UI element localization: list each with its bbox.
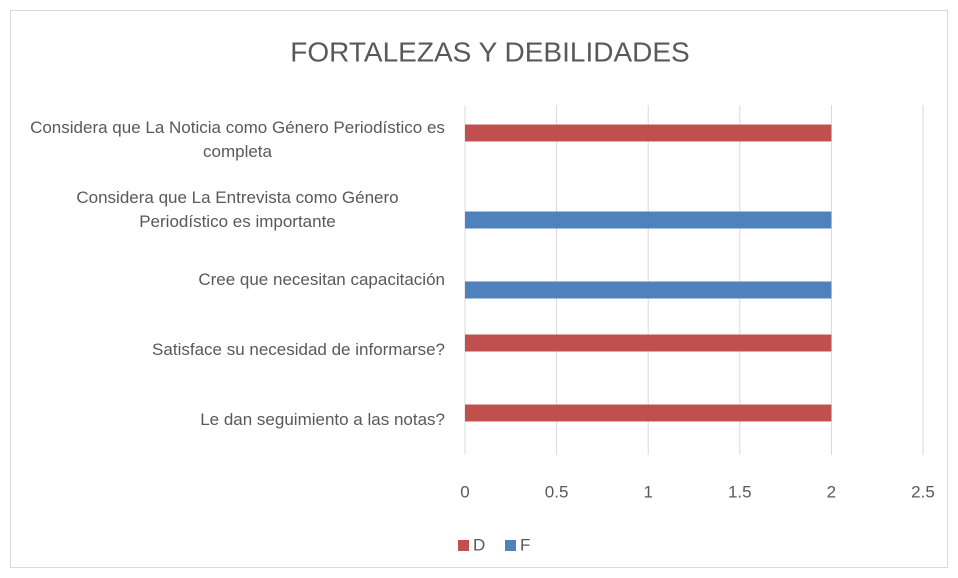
- x-tick-label: 0: [460, 482, 469, 501]
- legend-label: D: [473, 535, 485, 554]
- category-label-box: Considera que La Entrevista como Género …: [30, 186, 445, 234]
- bar: [465, 211, 832, 229]
- y-tick-label: Considera que La Noticia como Género Per…: [30, 118, 445, 161]
- y-tick-label: Considera que La Entrevista como Género …: [76, 188, 399, 231]
- y-tick-label: Cree que necesitan capacitación: [198, 270, 445, 289]
- bar: [465, 334, 832, 352]
- bar: [465, 281, 832, 299]
- category-label-box: Le dan seguimiento a las notas?: [200, 408, 445, 432]
- x-tick-label: 0.5: [545, 482, 569, 501]
- bar: [465, 124, 832, 142]
- legend-label: F: [520, 535, 530, 554]
- x-tick-label: 1.5: [728, 482, 752, 501]
- y-tick-label: Le dan seguimiento a las notas?: [200, 410, 445, 429]
- category-label-box: Cree que necesitan capacitación: [198, 268, 445, 292]
- category-label-box: Considera que La Noticia como Género Per…: [30, 116, 445, 164]
- x-tick-label: 2: [827, 482, 836, 501]
- bar: [465, 404, 832, 422]
- legend-swatch: [505, 540, 516, 551]
- chart-title: FORTALEZAS Y DEBILIDADES: [290, 36, 689, 67]
- y-tick-label: Satisface su necesidad de informarse?: [152, 340, 445, 359]
- legend-swatch: [458, 540, 469, 551]
- x-tick-label: 2.5: [911, 482, 935, 501]
- x-tick-label: 1: [643, 482, 652, 501]
- category-label-box: Satisface su necesidad de informarse?: [152, 338, 445, 362]
